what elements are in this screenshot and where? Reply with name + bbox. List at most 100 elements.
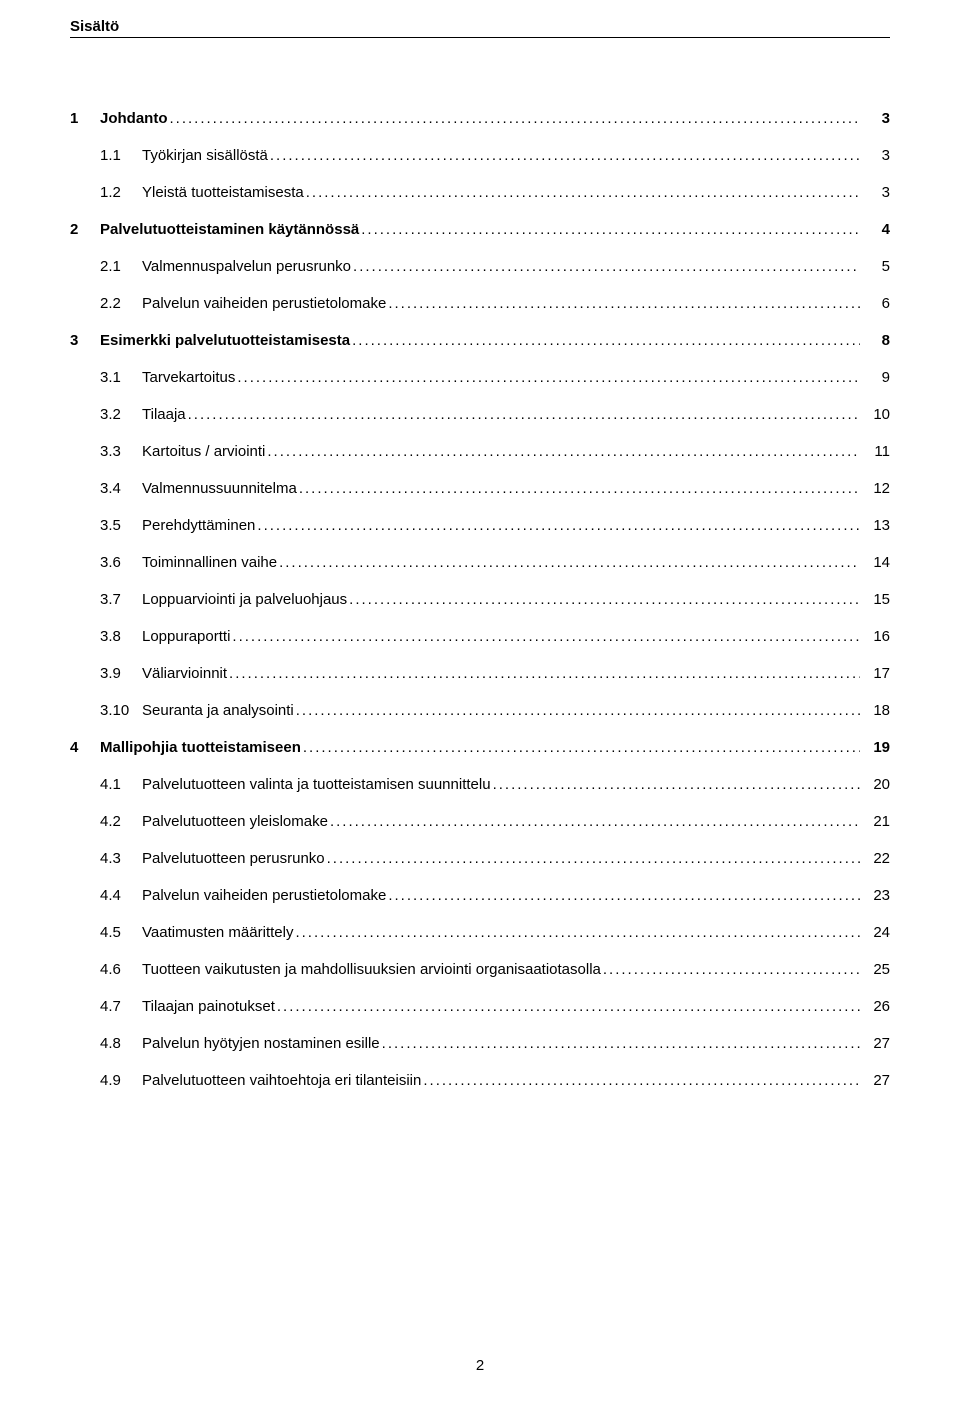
toc-row: 4.8Palvelun hyötyjen nostaminen esille 27 bbox=[70, 1033, 890, 1054]
toc-row: 1.1Työkirjan sisällöstä3 bbox=[70, 145, 890, 166]
toc-text: Tarvekartoitus bbox=[142, 367, 237, 388]
table-of-contents: 1Johdanto31.1Työkirjan sisällöstä31.2Yle… bbox=[70, 108, 890, 1091]
toc-page: 5 bbox=[860, 256, 890, 277]
toc-leader-dots bbox=[327, 848, 860, 869]
toc-row: 3.6Toiminnallinen vaihe14 bbox=[70, 552, 890, 573]
toc-text: Valmennuspalvelun perusrunko bbox=[142, 256, 353, 277]
toc-text: Valmennussuunnitelma bbox=[142, 478, 299, 499]
toc-row: 3Esimerkki palvelutuotteistamisesta 8 bbox=[70, 330, 890, 351]
toc-number: 4.1 bbox=[100, 774, 142, 795]
toc-leader-dots bbox=[303, 737, 860, 758]
toc-leader-dots bbox=[279, 552, 860, 573]
toc-number: 3.2 bbox=[100, 404, 142, 425]
toc-page: 3 bbox=[860, 145, 890, 166]
toc-text: Palvelutuotteen valinta ja tuotteistamis… bbox=[142, 774, 493, 795]
toc-row: 2.2Palvelun vaiheiden perustietolomake 6 bbox=[70, 293, 890, 314]
toc-text: Työkirjan sisällöstä bbox=[142, 145, 270, 166]
page-number: 2 bbox=[0, 1357, 960, 1374]
toc-number: 3.5 bbox=[100, 515, 142, 536]
toc-leader-dots bbox=[257, 515, 860, 536]
toc-page: 24 bbox=[860, 922, 890, 943]
toc-number: 3.4 bbox=[100, 478, 142, 499]
toc-page: 17 bbox=[860, 663, 890, 684]
toc-page: 18 bbox=[860, 700, 890, 721]
toc-leader-dots bbox=[237, 367, 860, 388]
toc-text: Mallipohjia tuotteistamiseen bbox=[100, 737, 303, 758]
toc-text: Palvelutuotteen vaihtoehtoja eri tilante… bbox=[142, 1070, 423, 1091]
toc-page: 19 bbox=[860, 737, 890, 758]
toc-text: Palvelun vaiheiden perustietolomake bbox=[142, 293, 388, 314]
toc-row: 1.2Yleistä tuotteistamisesta3 bbox=[70, 182, 890, 203]
toc-leader-dots bbox=[388, 293, 860, 314]
toc-leader-dots bbox=[423, 1070, 860, 1091]
toc-page: 26 bbox=[860, 996, 890, 1017]
toc-row: 4.3Palvelutuotteen perusrunko 22 bbox=[70, 848, 890, 869]
toc-row: 4.6Tuotteen vaikutusten ja mahdollisuuks… bbox=[70, 959, 890, 980]
toc-text: Seuranta ja analysointi bbox=[142, 700, 296, 721]
toc-row: 4.9Palvelutuotteen vaihtoehtoja eri tila… bbox=[70, 1070, 890, 1091]
toc-text: Palvelun hyötyjen nostaminen esille bbox=[142, 1033, 382, 1054]
toc-leader-dots bbox=[382, 1033, 860, 1054]
toc-text: Palvelutuotteen perusrunko bbox=[142, 848, 327, 869]
toc-number: 3 bbox=[70, 330, 100, 351]
toc-page: 20 bbox=[860, 774, 890, 795]
toc-number: 4.3 bbox=[100, 848, 142, 869]
toc-text: Johdanto bbox=[100, 108, 170, 129]
toc-number: 4.8 bbox=[100, 1033, 142, 1054]
toc-text: Kartoitus / arviointi bbox=[142, 441, 267, 462]
toc-text: Väliarvioinnit bbox=[142, 663, 229, 684]
toc-number: 2.2 bbox=[100, 293, 142, 314]
toc-page: 23 bbox=[860, 885, 890, 906]
toc-text: Loppuraportti bbox=[142, 626, 232, 647]
toc-number: 4.2 bbox=[100, 811, 142, 832]
toc-number: 2.1 bbox=[100, 256, 142, 277]
toc-number: 1 bbox=[70, 108, 100, 129]
toc-leader-dots bbox=[493, 774, 860, 795]
toc-row: 2.1Valmennuspalvelun perusrunko 5 bbox=[70, 256, 890, 277]
toc-page: 3 bbox=[860, 108, 890, 129]
toc-text: Esimerkki palvelutuotteistamisesta bbox=[100, 330, 352, 351]
toc-leader-dots bbox=[170, 108, 861, 129]
toc-leader-dots bbox=[232, 626, 860, 647]
toc-page: 14 bbox=[860, 552, 890, 573]
toc-leader-dots bbox=[299, 478, 860, 499]
toc-number: 3.6 bbox=[100, 552, 142, 573]
toc-row: 3.4Valmennussuunnitelma 12 bbox=[70, 478, 890, 499]
toc-number: 3.7 bbox=[100, 589, 142, 610]
toc-page: 22 bbox=[860, 848, 890, 869]
toc-row: 3.7Loppuarviointi ja palveluohjaus 15 bbox=[70, 589, 890, 610]
toc-number: 4.6 bbox=[100, 959, 142, 980]
toc-text: Loppuarviointi ja palveluohjaus bbox=[142, 589, 349, 610]
toc-row: 4.7Tilaajan painotukset26 bbox=[70, 996, 890, 1017]
toc-number: 4.9 bbox=[100, 1070, 142, 1091]
toc-page: 21 bbox=[860, 811, 890, 832]
toc-text: Yleistä tuotteistamisesta bbox=[142, 182, 306, 203]
toc-text: Tuotteen vaikutusten ja mahdollisuuksien… bbox=[142, 959, 603, 980]
toc-number: 4 bbox=[70, 737, 100, 758]
toc-page: 10 bbox=[860, 404, 890, 425]
toc-number: 4.5 bbox=[100, 922, 142, 943]
toc-leader-dots bbox=[267, 441, 860, 462]
toc-page: 27 bbox=[860, 1033, 890, 1054]
toc-text: Palvelutuotteen yleislomake bbox=[142, 811, 330, 832]
toc-page: 15 bbox=[860, 589, 890, 610]
toc-leader-dots bbox=[353, 256, 860, 277]
toc-number: 4.4 bbox=[100, 885, 142, 906]
toc-leader-dots bbox=[306, 182, 860, 203]
toc-row: 4.2Palvelutuotteen yleislomake 21 bbox=[70, 811, 890, 832]
document-page: Sisältö 1Johdanto31.1Työkirjan sisällöst… bbox=[0, 0, 960, 1402]
toc-page: 8 bbox=[860, 330, 890, 351]
toc-number: 2 bbox=[70, 219, 100, 240]
toc-number: 1.2 bbox=[100, 182, 142, 203]
toc-page: 6 bbox=[860, 293, 890, 314]
toc-leader-dots bbox=[603, 959, 860, 980]
toc-number: 3.1 bbox=[100, 367, 142, 388]
toc-leader-dots bbox=[330, 811, 860, 832]
toc-leader-dots bbox=[388, 885, 860, 906]
header-rule bbox=[70, 37, 890, 38]
toc-row: 3.5Perehdyttäminen13 bbox=[70, 515, 890, 536]
toc-leader-dots bbox=[349, 589, 860, 610]
toc-number: 4.7 bbox=[100, 996, 142, 1017]
toc-page: 12 bbox=[860, 478, 890, 499]
toc-row: 3.10Seuranta ja analysointi18 bbox=[70, 700, 890, 721]
